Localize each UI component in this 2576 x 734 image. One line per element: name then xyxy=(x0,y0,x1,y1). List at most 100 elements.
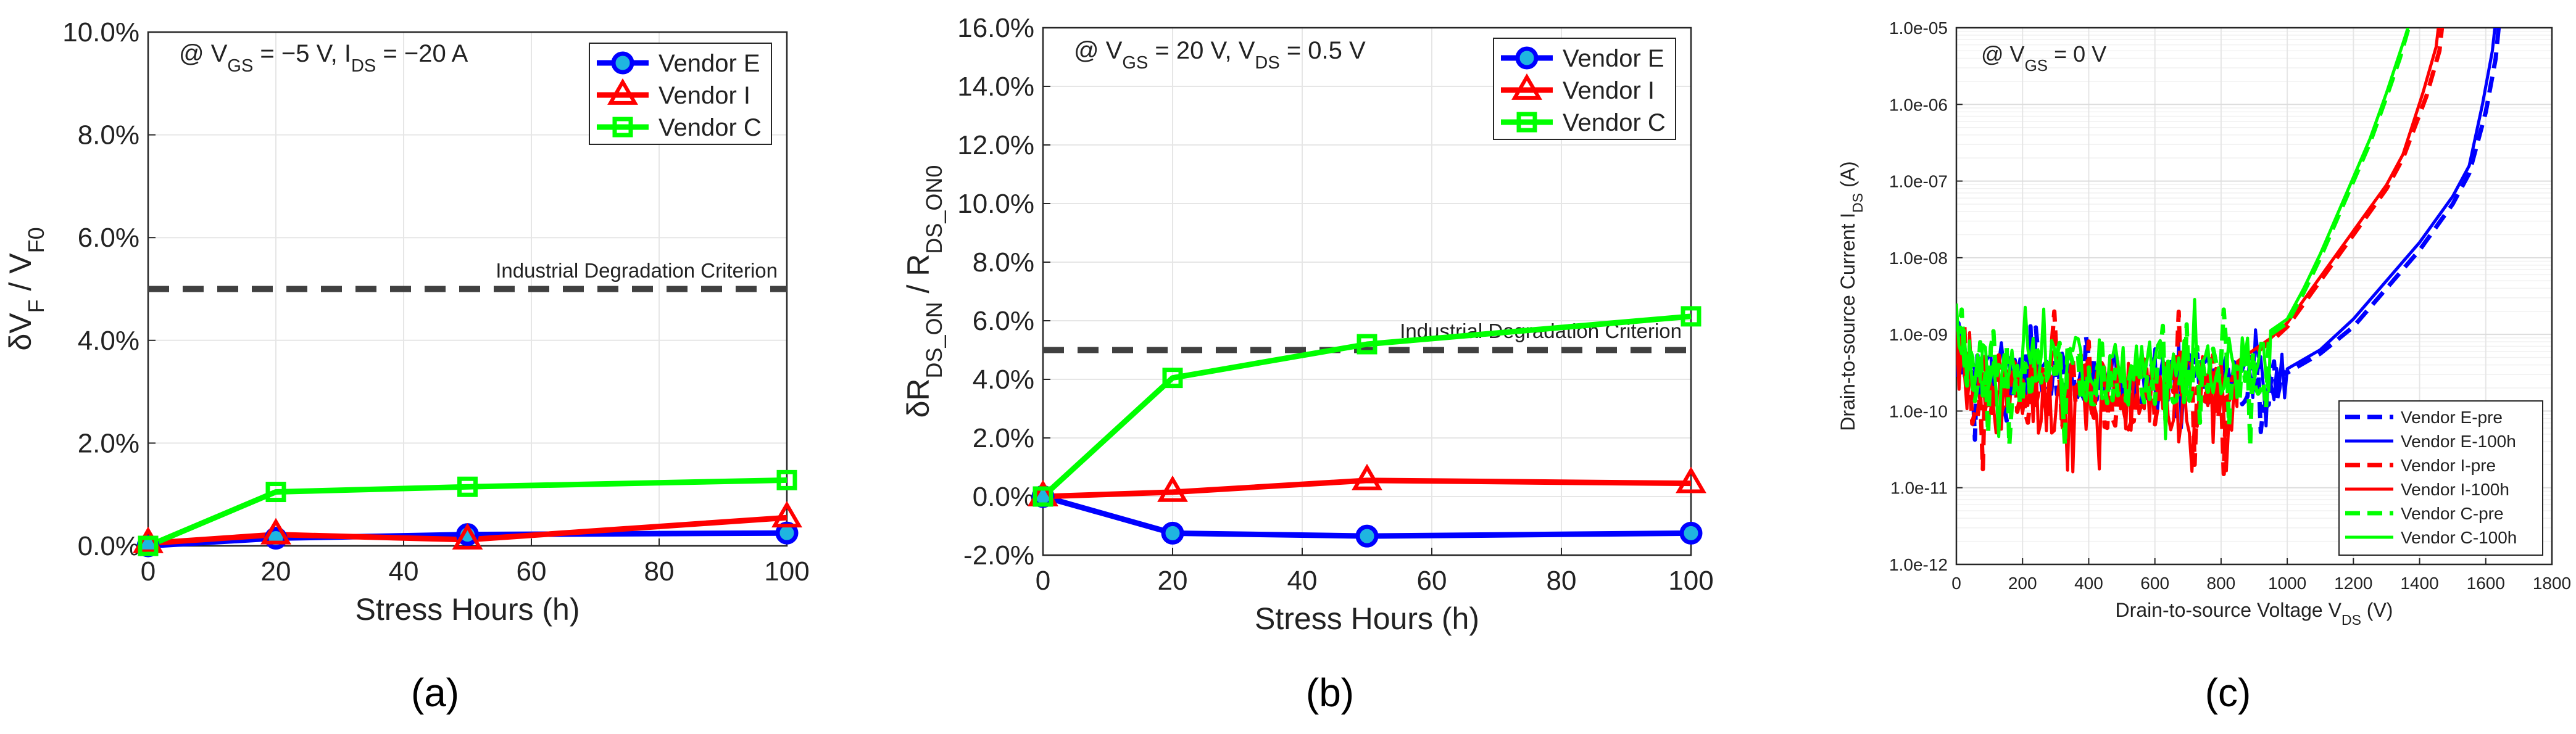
y-tick-label: 8.0% xyxy=(78,120,139,151)
y-tick-label: 4.0% xyxy=(973,365,1034,395)
y-tick-label: 1.0e-09 xyxy=(1889,325,1948,344)
legend-marker xyxy=(1515,46,1539,70)
data-point-vendor-i xyxy=(771,501,802,528)
legend-entry-label: Vendor C-100h xyxy=(2401,528,2517,547)
data-point-vendor-c xyxy=(138,535,159,556)
legend: Vendor E Vendor I Vendor C xyxy=(589,43,772,145)
condition-annotation-part: = 0.5 V xyxy=(1280,37,1366,64)
y-tick-label: 1.0e-05 xyxy=(1889,19,1948,38)
axes-frame xyxy=(1955,27,2553,566)
y-tick-label: 0.0% xyxy=(78,531,139,561)
series-line-vendor-i xyxy=(1042,477,1692,500)
x-tick-label: 1000 xyxy=(2268,574,2306,593)
y-tick-label: 14.0% xyxy=(957,72,1034,102)
condition-annotation-part: GS xyxy=(227,56,253,76)
legend-entry-label: Vendor I-pre xyxy=(2401,456,2496,475)
y-axis-label-part: F0 xyxy=(23,227,49,253)
legend-box xyxy=(2338,400,2543,556)
y-tick-label: 1.0e-06 xyxy=(1889,95,1948,114)
series-line-vendor-c xyxy=(147,477,787,549)
data-point-vendor-c xyxy=(776,469,797,490)
x-axis-label-part: Drain-to-source Voltage V xyxy=(2116,599,2342,621)
x-tick-label: 1800 xyxy=(2533,574,2571,593)
condition-annotation-part: DS xyxy=(1255,53,1279,73)
legend-entry-label: Vendor E-pre xyxy=(2401,408,2503,427)
panel-c: 0 200 400 600 800 1000 1200 1400 1600 1800 1.0e-12… xyxy=(1837,19,2571,715)
condition-annotation-part: @ V xyxy=(1981,41,2025,67)
y-tick-label: 10.0% xyxy=(62,17,139,47)
y-tick-label: 1.0e-12 xyxy=(1889,555,1948,574)
x-tick-label: 60 xyxy=(1417,566,1447,596)
x-tick-label: 1200 xyxy=(2334,574,2372,593)
series-line-vendor-c xyxy=(1041,313,1692,499)
y-tick-label: 1.0e-10 xyxy=(1889,402,1948,421)
data-point-vendor-i xyxy=(1157,475,1188,502)
legend-marker xyxy=(612,117,633,138)
legend-marker xyxy=(607,78,638,105)
data-point-vendor-c xyxy=(1162,368,1183,389)
data-point-vendor-c xyxy=(265,482,286,503)
y-tick-label: 6.0% xyxy=(78,223,139,253)
legend-entry-label: Vendor E xyxy=(1563,45,1664,72)
data-point-vendor-i xyxy=(1676,466,1706,493)
y-axis-label-part: DS xyxy=(1850,193,1866,213)
criterion-label: Industrial Degradation Criterion xyxy=(496,259,778,282)
axes-frame xyxy=(1042,27,1692,556)
x-tick-label: 40 xyxy=(389,556,419,587)
legend-entry-label: Vendor I xyxy=(1563,77,1655,104)
panel-b: 0 20 40 60 80 100 -2.0% 0.0% 2.0% 4.0% 6.0% 8.0% 10.… xyxy=(901,13,1714,715)
legend-entry-label: Vendor C xyxy=(659,114,762,141)
y-axis-label-part: δR xyxy=(901,378,936,418)
legend-marker xyxy=(1511,73,1542,100)
panel-label: (b) xyxy=(1306,670,1354,715)
x-tick-label: 200 xyxy=(2008,574,2037,593)
data-point-vendor-c xyxy=(1357,334,1377,355)
series-line-vendor-e xyxy=(1042,493,1692,539)
x-tick-label: 0 xyxy=(141,556,156,587)
y-axis-label-part: DS_ON xyxy=(921,302,947,378)
legend: Vendor E-pre Vendor E-100h Vendor I-pre Ven… xyxy=(2338,400,2543,556)
x-tick-label: 20 xyxy=(261,556,291,587)
panel-a: 0 20 40 60 80 100 0.0% 2.0% 4.0% 6.0% 8.0% 10.0% Str… xyxy=(3,17,810,715)
y-tick-label: 2.0% xyxy=(78,428,139,458)
x-tick-label: 20 xyxy=(1158,566,1188,596)
y-axis-label: δRDS_ON / RDS_ON0 xyxy=(901,165,947,418)
x-axis-label-part: DS xyxy=(2341,612,2361,628)
legend-entry-label: Vendor E-100h xyxy=(2401,432,2516,451)
y-tick-label: 1.0e-08 xyxy=(1889,249,1948,268)
x-tick-label: 100 xyxy=(764,556,809,587)
y-axis-label: Drain-to-source Current IDS (A) xyxy=(1837,161,1866,431)
data-point-vendor-e xyxy=(1355,524,1379,548)
x-tick-label: 40 xyxy=(1287,566,1318,596)
y-tick-label: 1.0e-07 xyxy=(1889,172,1948,191)
x-tick-label: 400 xyxy=(2074,574,2103,593)
x-axis-label: Stress Hours (h) xyxy=(1255,601,1479,636)
y-tick-label: 12.0% xyxy=(957,130,1034,160)
y-tick-label: 2.0% xyxy=(973,423,1034,453)
y-tick-label: 16.0% xyxy=(957,13,1034,43)
condition-annotation-part: = −20 A xyxy=(376,40,468,67)
condition-annotation-part: GS xyxy=(2025,56,2048,75)
y-tick-label: 0.0% xyxy=(973,482,1034,512)
x-tick-label: 0 xyxy=(1951,574,1961,593)
y-tick-label: -2.0% xyxy=(963,540,1034,571)
series-group xyxy=(1956,28,2501,477)
x-tick-label: 800 xyxy=(2207,574,2236,593)
data-point-vendor-c xyxy=(1032,486,1053,507)
data-point-vendor-i xyxy=(260,518,291,545)
x-tick-label: 80 xyxy=(1547,566,1577,596)
legend-entry-label: Vendor C xyxy=(1563,109,1666,136)
y-axis-label-part: (A) xyxy=(1837,161,1859,193)
y-axis-label-part: Drain-to-source Current I xyxy=(1837,213,1859,431)
y-axis-label-part: F xyxy=(23,299,49,313)
x-tick-label: 80 xyxy=(644,556,675,587)
panel-label: (a) xyxy=(411,670,459,715)
condition-annotation-part: = 0 V xyxy=(2048,41,2106,67)
y-tick-label: 1.0e-11 xyxy=(1890,479,1948,498)
legend: Vendor E Vendor I Vendor C xyxy=(1493,38,1676,140)
data-point-vendor-i xyxy=(452,522,483,550)
legend-entry-label: Vendor C-pre xyxy=(2401,504,2504,523)
legend-entry-label: Vendor I xyxy=(659,82,750,109)
condition-annotation-part: = −5 V, I xyxy=(253,40,351,67)
